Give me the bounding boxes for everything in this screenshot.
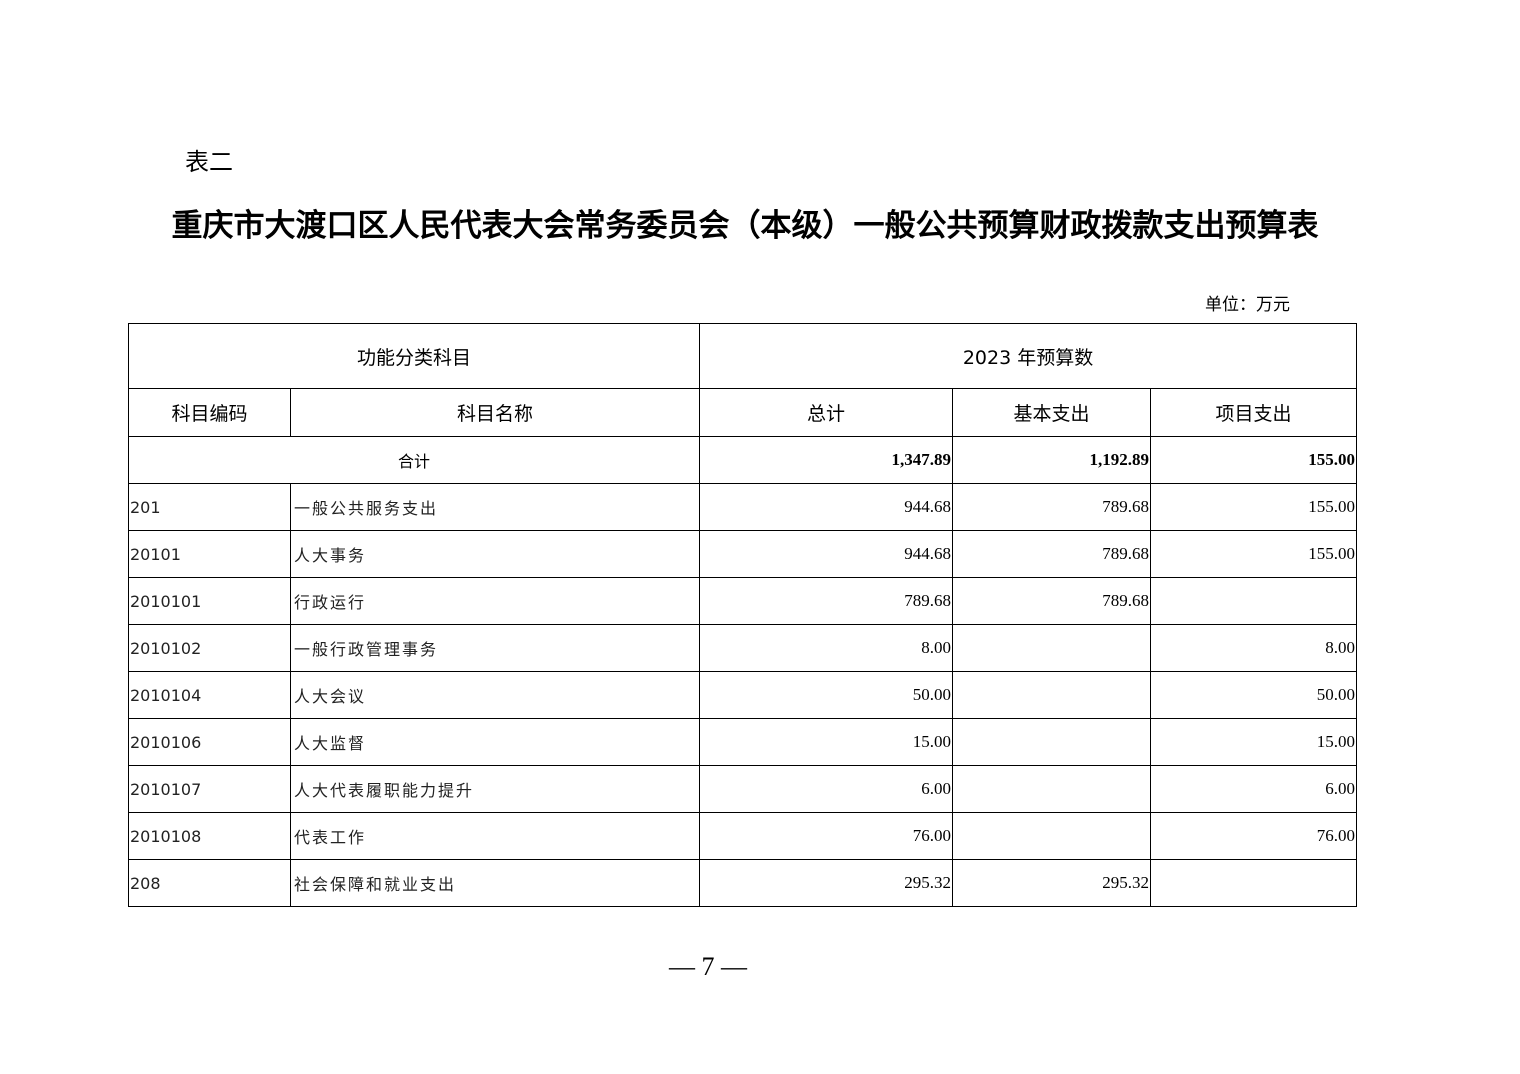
- header-code: 科目编码: [128, 388, 291, 437]
- cell-total: 15.00: [699, 718, 954, 766]
- table-row: 2010101 行政运行 789.68 789.68: [128, 577, 1358, 625]
- cell-basic: [952, 765, 1152, 813]
- cell-total: 944.68: [699, 530, 954, 578]
- table-row: 2010106 人大监督 15.00 15.00: [128, 718, 1358, 766]
- total-row: 合计 1,347.89 1,192.89 155.00: [127, 436, 1358, 484]
- cell-name: 一般公共服务支出: [289, 483, 701, 531]
- cell-basic: [952, 624, 1152, 672]
- table-row: 208 社会保障和就业支出 295.32 295.32: [128, 859, 1358, 907]
- table-label: 表二: [185, 148, 233, 176]
- cell-total: 789.68: [699, 577, 954, 625]
- total-total: 1,347.89: [699, 436, 954, 484]
- cell-project: 6.00: [1150, 765, 1358, 813]
- cell-name: 社会保障和就业支出: [289, 859, 701, 907]
- unit-label: 单位：万元: [1205, 295, 1290, 315]
- header-project: 项目支出: [1150, 388, 1358, 437]
- cell-project: 155.00: [1150, 530, 1358, 578]
- cell-project: 15.00: [1150, 718, 1358, 766]
- header-basic: 基本支出: [952, 388, 1152, 437]
- cell-code: 201: [128, 483, 291, 531]
- cell-name: 人大代表履职能力提升: [289, 765, 701, 813]
- page-number: — 7 —: [669, 952, 747, 981]
- cell-basic: [952, 812, 1152, 860]
- table-row: 2010108 代表工作 76.00 76.00: [128, 812, 1358, 860]
- cell-basic: 295.32: [952, 859, 1152, 907]
- total-project: 155.00: [1150, 436, 1358, 484]
- cell-name: 行政运行: [289, 577, 701, 625]
- cell-basic: 789.68: [952, 577, 1152, 625]
- cell-project: 8.00: [1150, 624, 1358, 672]
- cell-project: 155.00: [1150, 483, 1358, 531]
- table-row: 2010102 一般行政管理事务 8.00 8.00: [128, 624, 1358, 672]
- cell-code: 2010107: [128, 765, 291, 813]
- cell-name: 一般行政管理事务: [289, 624, 701, 672]
- cell-code: 2010102: [128, 624, 291, 672]
- table-row: 201 一般公共服务支出 944.68 789.68 155.00: [128, 483, 1358, 531]
- cell-code: 2010108: [128, 812, 291, 860]
- header-name: 科目名称: [289, 388, 701, 437]
- cell-code: 20101: [128, 530, 291, 578]
- cell-total: 6.00: [699, 765, 954, 813]
- table-row: 2010104 人大会议 50.00 50.00: [128, 671, 1358, 719]
- cell-total: 944.68: [699, 483, 954, 531]
- cell-name: 人大事务: [289, 530, 701, 578]
- cell-basic: [952, 718, 1152, 766]
- cell-total: 76.00: [699, 812, 954, 860]
- page-title: 重庆市大渡口区人民代表大会常务委员会（本级）一般公共预算财政拨款支出预算表: [171, 208, 1319, 244]
- cell-total: 50.00: [699, 671, 954, 719]
- cell-code: 208: [128, 859, 291, 907]
- cell-project: 76.00: [1150, 812, 1358, 860]
- cell-code: 2010106: [128, 718, 291, 766]
- table-row: 20101 人大事务 944.68 789.68 155.00: [128, 530, 1358, 578]
- header-budget-2023: 2023 年预算数: [699, 323, 1358, 389]
- header-row-columns: 科目编码 科目名称 总计 基本支出 项目支出: [128, 388, 1358, 437]
- cell-code: 2010101: [128, 577, 291, 625]
- cell-project: [1150, 859, 1358, 907]
- cell-code: 2010104: [128, 671, 291, 719]
- budget-table: 功能分类科目 2023 年预算数 科目编码 科目名称 总计 基本支出 项目支出 …: [127, 323, 1358, 907]
- table-row: 2010107 人大代表履职能力提升 6.00 6.00: [128, 765, 1358, 813]
- total-label: 合计: [127, 436, 701, 484]
- cell-basic: 789.68: [952, 530, 1152, 578]
- cell-total: 8.00: [699, 624, 954, 672]
- cell-basic: [952, 671, 1152, 719]
- total-basic: 1,192.89: [952, 436, 1152, 484]
- cell-basic: 789.68: [952, 483, 1152, 531]
- cell-name: 人大监督: [289, 718, 701, 766]
- header-row-group: 功能分类科目 2023 年预算数: [127, 323, 1358, 389]
- header-functional-classification: 功能分类科目: [127, 323, 701, 389]
- cell-project: [1150, 577, 1358, 625]
- cell-name: 代表工作: [289, 812, 701, 860]
- header-total: 总计: [699, 388, 954, 437]
- cell-name: 人大会议: [289, 671, 701, 719]
- cell-project: 50.00: [1150, 671, 1358, 719]
- cell-total: 295.32: [699, 859, 954, 907]
